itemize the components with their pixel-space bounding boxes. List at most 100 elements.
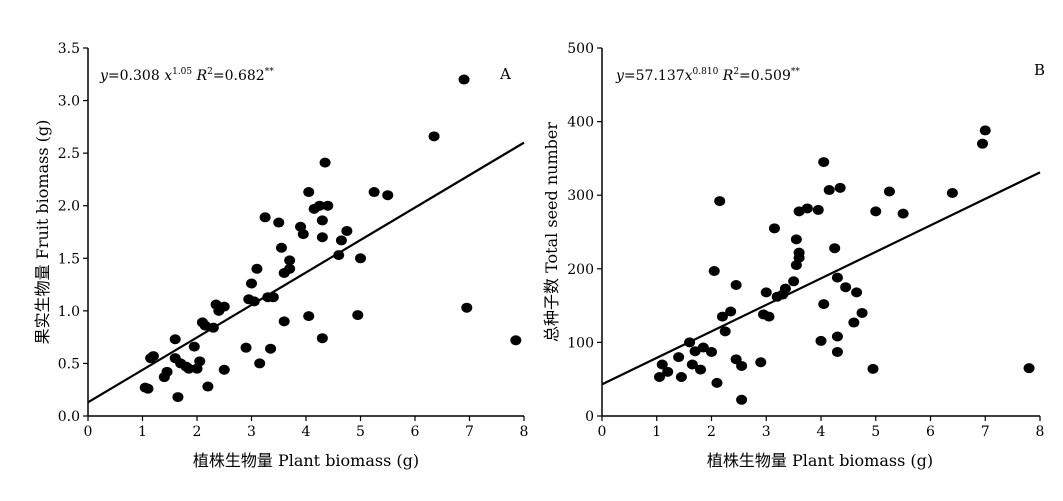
panel-b-data-point [848,317,860,328]
panel-b-data-point [870,206,882,217]
panel-b-x-tick-label: 5 [871,424,880,440]
panel-b-data-point [793,252,805,263]
panel-b-data-point [801,203,813,214]
panel-a-plot-area: 0 1 2 3 4 5 6 7 8 0.0 0.5 1.0 1.5 2.0 2.5 3.0 3.5 [58,41,529,440]
panel-a-data-point [267,292,279,303]
panel-b-data-point [763,311,775,322]
panel-a-x-tick-label: 5 [356,424,365,440]
panel-b-data-point [818,299,830,310]
panel-b-x-tick-label: 4 [817,424,826,440]
panel-a-data-point [147,351,159,362]
panel-b-data-point [675,371,687,382]
panel-a-data-point [246,278,257,289]
panel-a-equation: y=0.308 x1.05 R2=0.682** [99,67,274,84]
panel-b-data-point [673,352,685,363]
panel-b-data-point [812,204,824,215]
panel-a-data-point [314,200,326,211]
panel-a-y-tick-label: 1.0 [58,304,80,320]
panel-a-y-tick-label: 1.5 [58,251,80,267]
panel-b-data-point [695,364,707,375]
panel-b-data-point [979,125,991,136]
panel-b-equation: y=57.137x0.810 R2=0.509** [615,67,800,84]
panel-b-data-point [653,371,665,382]
panel-a-data-point [303,187,315,198]
panel-b-data-point [719,326,731,337]
panel-a-y-tick-label: 2.5 [58,146,80,162]
panel-a-letter: A [499,65,511,83]
panel-a-data-point [207,322,219,333]
panel-a-data-point [218,364,230,375]
panel-b-data-point [851,287,863,298]
panel-b-data-point [946,187,958,198]
panel-b-data-point [831,331,843,342]
panel-a-data-point [461,302,473,313]
panel-a-x-axis-title: 植株生物量 Plant biomass (g) [193,451,419,470]
panel-a-data-point [218,301,230,312]
panel-a-y-tick-label: 3.0 [58,94,80,110]
panel-b-data-point [711,377,723,388]
panel-b-data-point [1023,363,1035,374]
panel-a-data-point [316,215,328,226]
panel-b-data-point [662,366,674,377]
panel-b-data-point [725,306,737,317]
panel-a-data-point [278,316,290,327]
panel-a-data-point [284,255,296,266]
panel-b-data-point [977,138,989,149]
panel-a-data-point [333,250,345,261]
panel-a-data-point [316,232,328,243]
panel-b-data-point [840,282,852,293]
panel-a-data-point [275,242,287,253]
panel-b-regression-line [601,171,1041,386]
panel-a-data-point [458,74,470,85]
panel-a-y-tick-label: 2.0 [58,199,80,215]
panel-a-data-point [316,333,328,344]
panel-a-data-point [510,335,522,346]
panel-b-data-point [686,359,698,370]
panel-b-data-point [788,276,800,287]
panel-b-y-tick-label: 200 [567,262,594,278]
panel-b-letter: B [1034,61,1045,79]
panel-b-y-axis-title: 总种子数 Total seed number [542,122,561,342]
panel-a-data-point [428,131,440,142]
panel-a-data-point [265,343,277,354]
panel-b-data-point [867,363,879,374]
panel-a-regression-line [87,141,525,404]
panel-a-data-point [335,235,347,246]
panel-b-data-point [815,335,827,346]
panel-b-data-point [708,266,720,277]
panel-a-x-tick-label: 7 [465,424,474,440]
panel-b-seed-number-chart: 0 1 2 3 4 5 6 7 8 0 100 200 300 400 500 y=57.137x0.810… [542,41,1045,470]
panel-a-data-point [382,190,394,201]
panel-b-y-tick-label: 300 [567,188,594,204]
panel-b-data-point [831,272,843,283]
panel-a-data-point [254,358,266,369]
panel-b-data-point [883,186,895,197]
panel-b-data-point [834,182,846,193]
panel-a-data-point [297,229,309,240]
panel-b-data-point [684,337,696,348]
panel-a-x-tick-label: 0 [84,424,93,440]
panel-b-data-point [818,157,830,168]
panel-a-data-point [259,212,271,223]
panel-a-x-tick-label: 1 [138,424,147,440]
panel-a-fruit-biomass-chart: 0 1 2 3 4 5 6 7 8 0.0 0.5 1.0 1.5 2.0 2.5 3.0 3.5 y=0.30… [33,41,528,470]
panel-a-data-point [161,366,173,377]
panel-a-x-tick-label: 8 [520,424,529,440]
panel-a-x-tick-label: 6 [411,424,420,440]
panel-b-x-tick-label: 0 [598,424,607,440]
panel-b-x-tick-label: 2 [707,424,716,440]
panel-b-data-point [755,357,767,368]
panel-b-data-point [856,307,868,318]
panel-a-data-point [251,263,263,274]
panel-b-x-tick-label: 3 [762,424,771,440]
panel-b-data-point [689,346,701,357]
panel-a-data-point [183,363,195,374]
panel-a-data-point [303,311,315,322]
panel-a-data-point [284,263,296,274]
panel-b-data-point [697,342,709,353]
panel-a-x-tick-label: 3 [247,424,256,440]
panel-a-data-point [188,341,200,352]
panel-a-data-point [172,392,184,403]
panel-a-data-point [355,253,366,264]
